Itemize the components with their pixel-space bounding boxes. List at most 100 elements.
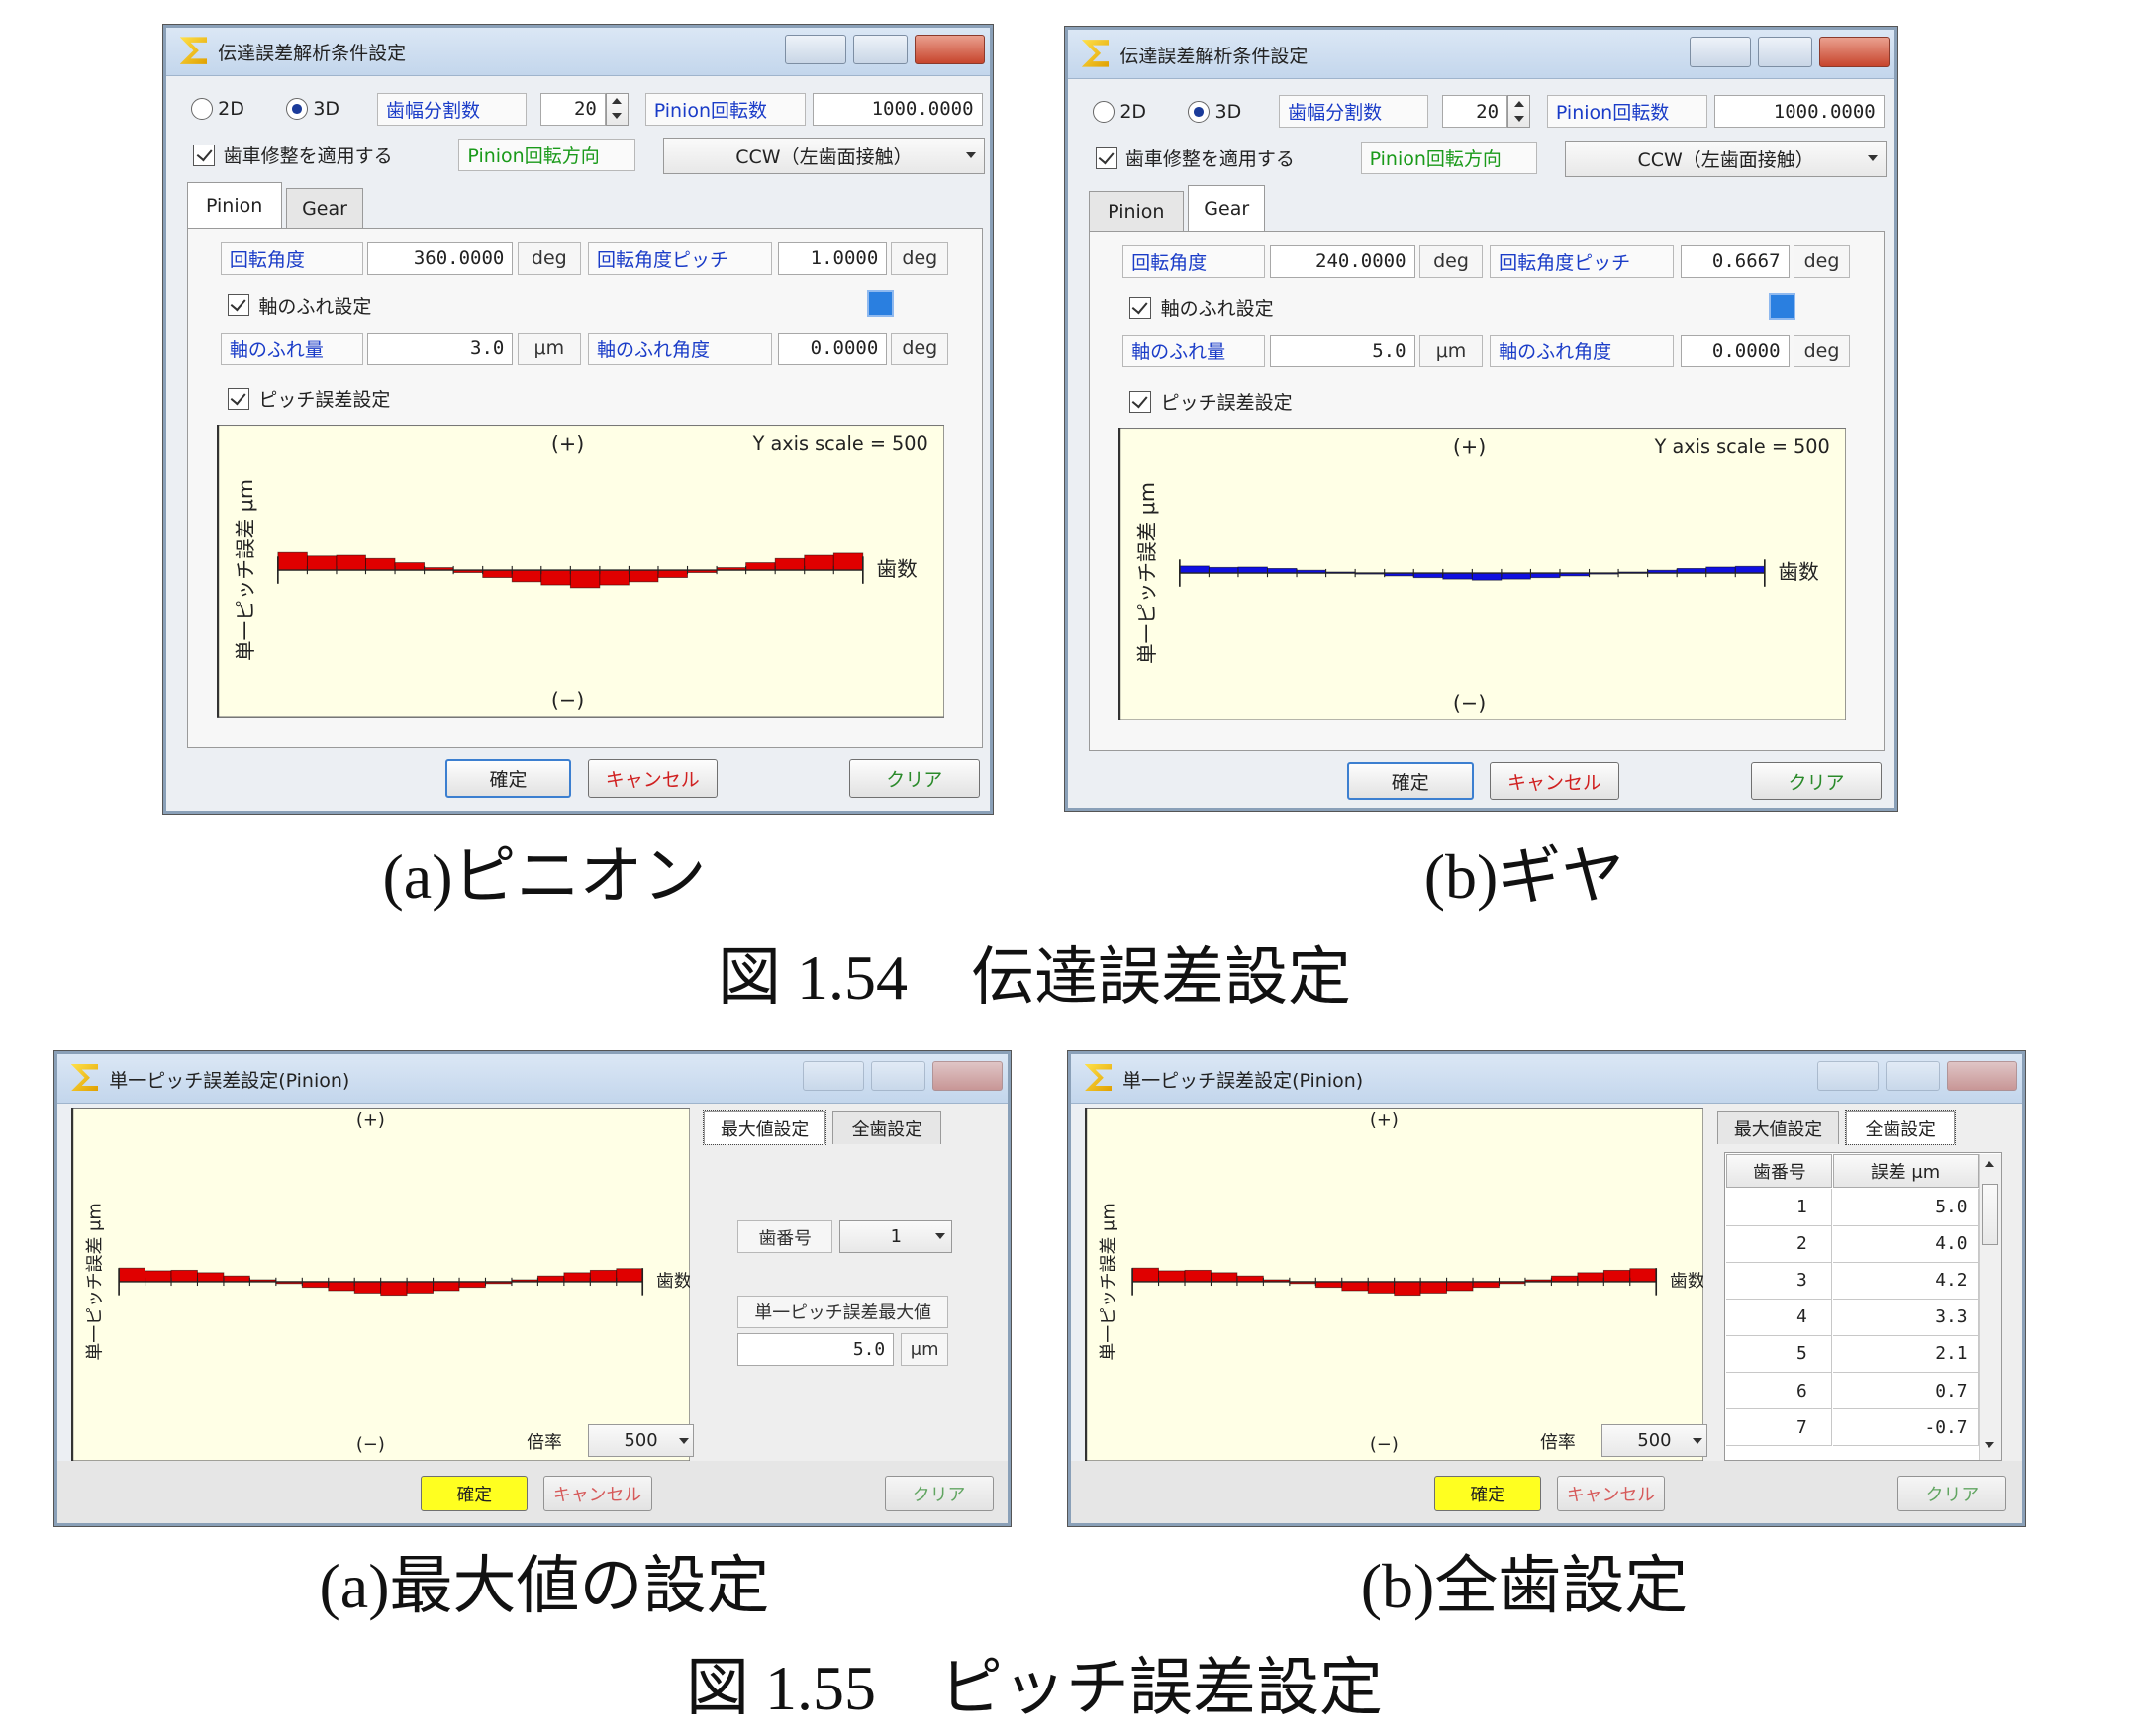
button[interactable]: クリア (1751, 761, 1882, 801)
bar (196, 1272, 225, 1283)
checkbox-label: 軸のふれ設定 (1160, 298, 1274, 321)
maximize-button[interactable] (1757, 37, 1812, 67)
dropdown[interactable]: 500 (1600, 1424, 1708, 1458)
color-button[interactable] (1768, 292, 1796, 321)
scrollbar[interactable] (1978, 1153, 2001, 1460)
tab[interactable]: Pinion (1088, 190, 1184, 232)
close-button[interactable] (931, 1061, 1004, 1092)
checkbox-label: ピッチ誤差設定 (258, 389, 391, 412)
tab[interactable]: Gear (1188, 185, 1266, 232)
label: 歯番号 (737, 1220, 833, 1254)
dropdown[interactable]: CCW（左歯面接触） (1564, 140, 1888, 177)
input-field[interactable]: 5.0 (1269, 335, 1415, 368)
checkbox[interactable] (1128, 390, 1151, 413)
radio-label: 3D (1214, 100, 1242, 123)
spinner[interactable] (1507, 95, 1531, 129)
minimize-button[interactable] (785, 34, 847, 64)
bar (511, 569, 541, 583)
button[interactable]: キャンセル (587, 759, 718, 798)
bar (1628, 1268, 1657, 1283)
button[interactable]: 確定 (444, 759, 572, 798)
arrow-icon (1985, 1160, 1995, 1167)
color-button[interactable] (866, 289, 895, 318)
checkbox[interactable] (227, 387, 249, 410)
label: 軸のふれ角度 (587, 332, 772, 365)
y-axis-label: 単一ピッチ誤差 μm (1098, 1203, 1118, 1360)
button[interactable]: 確定 (1346, 761, 1474, 801)
radio-button[interactable] (285, 98, 308, 121)
button[interactable]: クリア (884, 1476, 994, 1512)
arrow-icon (965, 151, 976, 158)
minimize-button[interactable] (1817, 1061, 1880, 1092)
button[interactable]: キャンセル (1556, 1476, 1666, 1512)
bar (589, 1269, 617, 1283)
checkbox[interactable] (227, 294, 249, 317)
button[interactable]: クリア (1897, 1476, 2007, 1512)
bar (1577, 1272, 1604, 1283)
input-field[interactable]: 20 (539, 92, 606, 126)
checkbox[interactable] (1095, 146, 1117, 169)
input-field[interactable]: 360.0000 (367, 241, 514, 275)
button-bar (1070, 1461, 2023, 1524)
button[interactable]: 確定 (1433, 1476, 1542, 1512)
check-mark (1131, 391, 1148, 409)
maximize-button[interactable] (852, 34, 908, 64)
input-field[interactable]: 0.6667 (1680, 244, 1790, 278)
close-button[interactable] (914, 34, 986, 64)
bar (1131, 1267, 1159, 1283)
button[interactable]: 確定 (420, 1476, 529, 1512)
input-field[interactable]: 1.0000 (778, 241, 888, 275)
table-cell: 6 (1726, 1372, 1833, 1410)
table-cell: -0.7 (1832, 1409, 1979, 1447)
scroll-thumb[interactable] (1982, 1183, 1998, 1245)
x-axis-label: 歯数 (1779, 560, 1820, 584)
dropdown[interactable]: CCW（左歯面接触） (662, 138, 986, 175)
dropdown[interactable]: 1 (839, 1220, 953, 1254)
button[interactable]: クリア (848, 759, 980, 798)
tab[interactable]: 全歯設定 (832, 1111, 942, 1145)
input-field[interactable]: 3.0 (367, 332, 514, 365)
bar (1550, 1275, 1578, 1283)
checkbox[interactable] (1128, 296, 1151, 319)
input-field[interactable]: 1000.0000 (1713, 95, 1885, 129)
minimize-button[interactable] (1690, 37, 1752, 67)
input-field[interactable]: 20 (1442, 95, 1508, 129)
tab[interactable]: 全歯設定 (1845, 1110, 1957, 1146)
bar (563, 1272, 591, 1283)
tab[interactable]: 最大値設定 (702, 1110, 827, 1146)
title-bar (1070, 1054, 2023, 1104)
window: 単一ピッチ誤差設定(Pinion) (+) (−) 歯数 単一ピッチ誤差 μm 倍率 500… (53, 1051, 1012, 1527)
input-field[interactable]: 0.0000 (778, 332, 888, 365)
radio-button[interactable] (1092, 100, 1115, 123)
label: 軸のふれ量 (1122, 335, 1266, 368)
input-field[interactable]: 1000.0000 (812, 92, 983, 126)
spinner[interactable] (605, 92, 630, 126)
tab[interactable]: 最大値設定 (1716, 1111, 1840, 1145)
button[interactable]: キャンセル (542, 1476, 652, 1512)
maximize-button[interactable] (870, 1061, 925, 1092)
input-field[interactable]: 0.0000 (1680, 335, 1790, 368)
minimize-button[interactable] (803, 1061, 864, 1092)
dropdown[interactable]: 500 (587, 1424, 695, 1458)
table-cell: 4.2 (1832, 1262, 1979, 1300)
button[interactable]: キャンセル (1490, 761, 1619, 801)
sub-caption: (a)ピニオン (382, 841, 707, 912)
radio-button[interactable] (190, 98, 213, 121)
checkbox-label: 歯車修整を適用する (1124, 148, 1295, 171)
check-mark (196, 145, 213, 162)
input-field[interactable]: 5.0 (737, 1333, 895, 1367)
close-button[interactable] (1946, 1061, 2018, 1092)
tab[interactable]: Pinion (186, 182, 282, 230)
arrow-icon (1692, 1437, 1702, 1444)
bar (536, 1275, 564, 1283)
input-field[interactable]: 240.0000 (1269, 244, 1415, 278)
maximize-button[interactable] (1886, 1061, 1941, 1092)
radio-button[interactable] (1188, 100, 1211, 123)
check-mark (230, 295, 246, 312)
tab[interactable]: Gear (285, 187, 364, 230)
checkbox[interactable] (193, 144, 216, 166)
close-button[interactable] (1818, 37, 1891, 67)
bar (144, 1270, 172, 1283)
table-cell: 3.3 (1832, 1299, 1979, 1336)
